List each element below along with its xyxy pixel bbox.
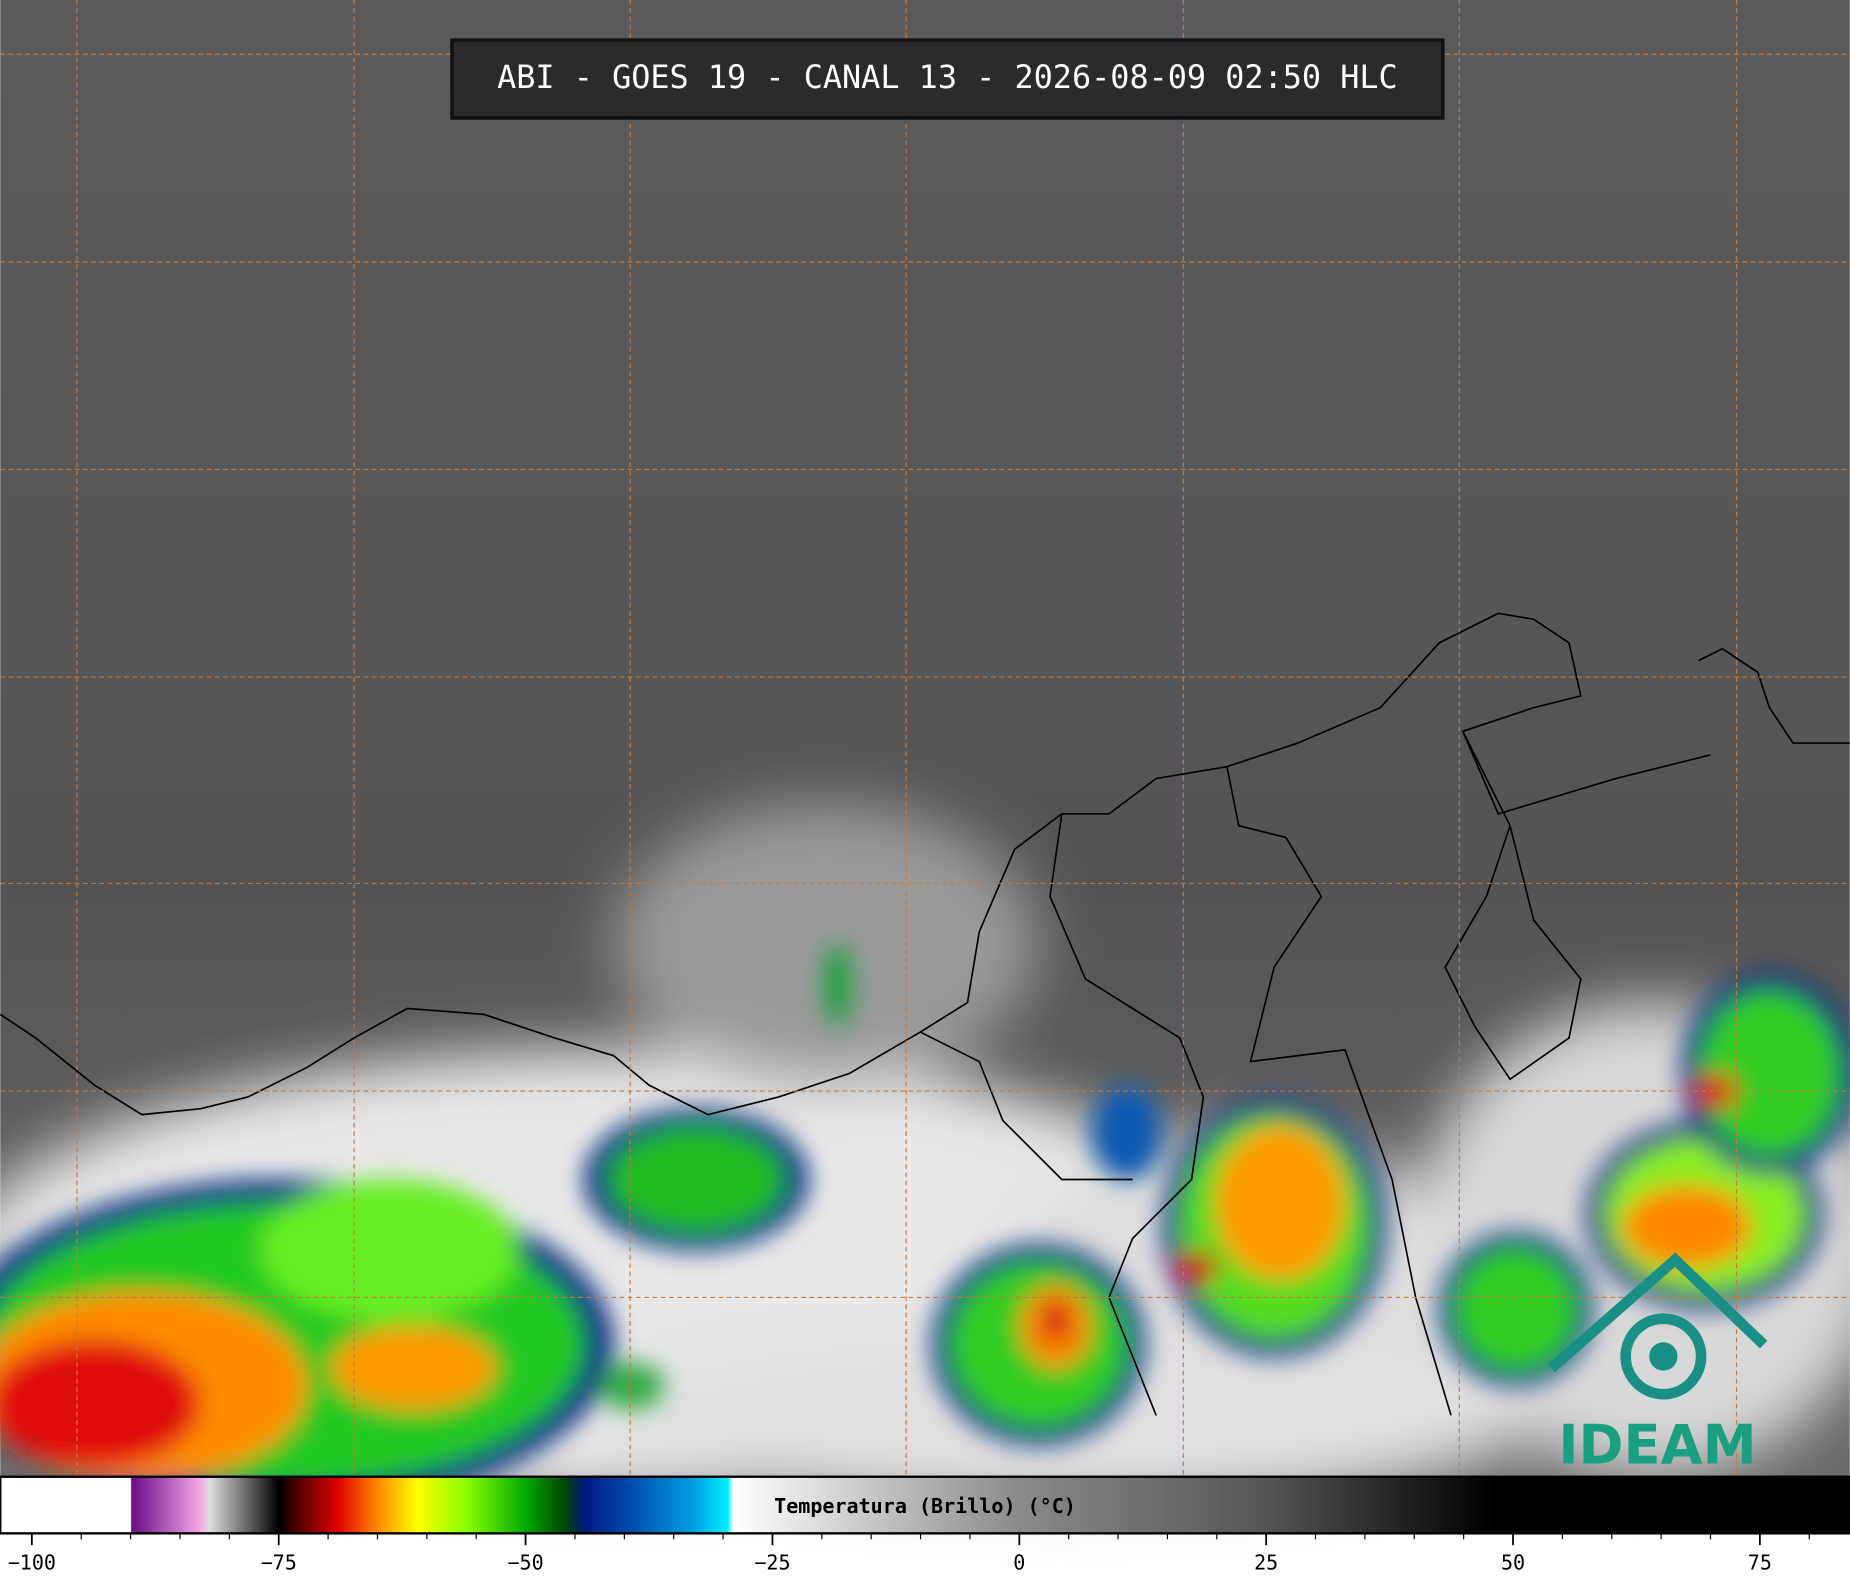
title-box xyxy=(450,38,1445,120)
coastlines xyxy=(0,612,1850,1416)
title: ABI - GOES 19 - CANAL 13 - 2026-08-09 02… xyxy=(497,58,1398,96)
tick-label: 75 xyxy=(1748,1551,1772,1575)
tick-label: 0 xyxy=(1013,1551,1025,1575)
colorbar-label: Temperatura (Brillo) (°C) xyxy=(774,1494,1076,1518)
colorbar-bar xyxy=(0,1475,1850,1535)
graticule xyxy=(0,0,1850,1477)
tick-label: −50 xyxy=(507,1551,543,1575)
tick-label: −100 xyxy=(8,1551,56,1575)
tick-label: −25 xyxy=(754,1551,790,1575)
tick-label: −75 xyxy=(261,1551,297,1575)
tick-label: 50 xyxy=(1501,1551,1525,1575)
colorbar: Temperatura (Brillo) (°C) −100 −75 −50 −25 0… xyxy=(0,1475,1850,1575)
logo-text: IDEAM xyxy=(1558,1414,1756,1477)
logo: IDEAM xyxy=(1547,1252,1768,1477)
tick-label: 25 xyxy=(1254,1551,1278,1575)
